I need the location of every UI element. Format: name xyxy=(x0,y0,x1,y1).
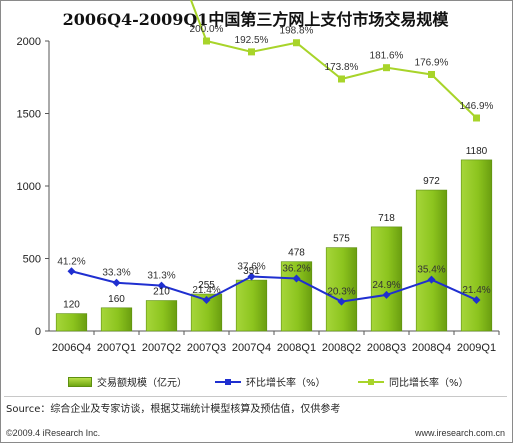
qoq-marker xyxy=(247,272,256,281)
bar-value-label: 478 xyxy=(288,248,305,259)
qoq-marker xyxy=(292,274,301,283)
x-tick-label: 2007Q4 xyxy=(232,342,271,354)
qoq-data-label: 33.3% xyxy=(102,268,130,279)
qoq-marker xyxy=(112,278,121,287)
y-tick-label: 2000 xyxy=(17,36,41,48)
qoq-data-label: 21.4% xyxy=(462,285,490,296)
bar-value-label: 255 xyxy=(198,280,215,291)
qoq-marker xyxy=(337,297,346,306)
legend-swatch-yoy xyxy=(358,377,384,387)
bar xyxy=(100,307,133,332)
yoy-marker xyxy=(338,75,345,83)
yoy-marker xyxy=(383,64,390,72)
bar-value-label: 351 xyxy=(243,266,260,277)
qoq-line xyxy=(71,270,477,303)
qoq-marker xyxy=(157,281,166,290)
yoy-data-label: 192.5% xyxy=(235,35,269,46)
qoq-marker xyxy=(427,275,436,284)
yoy-data-label: 176.9% xyxy=(415,57,449,68)
legend: 交易额规模（亿元） 环比增长率（%） 同比增长率（%） xyxy=(68,374,508,390)
yoy-data-label: 181.6% xyxy=(370,51,404,62)
bar xyxy=(370,226,403,332)
footer-divider xyxy=(4,396,507,397)
bar-value-label: 120 xyxy=(63,300,80,311)
x-tick-label: 2008Q2 xyxy=(322,342,361,354)
bar xyxy=(280,261,313,332)
legend-item-volume: 交易额规模（亿元） xyxy=(68,374,187,389)
bar-value-label: 575 xyxy=(333,234,350,245)
qoq-marker xyxy=(472,295,481,304)
qoq-data-label: 37.6% xyxy=(237,261,265,272)
yoy-marker xyxy=(473,114,480,122)
qoq-marker xyxy=(67,267,76,276)
legend-item-yoy: 同比增长率（%） xyxy=(358,374,469,389)
legend-swatch-bar xyxy=(68,376,92,387)
legend-swatch-qoq xyxy=(215,377,241,387)
qoq-marker xyxy=(382,290,391,299)
qoq-data-label: 41.2% xyxy=(57,256,85,267)
x-tick-label: 2007Q1 xyxy=(97,342,136,354)
qoq-data-label: 24.9% xyxy=(372,280,400,291)
yoy-data-label: 198.8% xyxy=(280,26,314,37)
x-tick-label: 2007Q3 xyxy=(187,342,226,354)
website: www.iresearch.com.cn xyxy=(414,428,505,438)
qoq-data-label: 36.2% xyxy=(282,264,310,275)
qoq-data-label: 35.4% xyxy=(417,265,445,276)
source-note: Source：综合企业及专家访谈，根据艾瑞统计模型核算及预估值，仅供参考 xyxy=(6,404,341,415)
bar-value-label: 210 xyxy=(153,287,170,298)
x-tick-label: 2009Q1 xyxy=(457,342,496,354)
x-tick-label: 2008Q1 xyxy=(277,342,316,354)
yoy-marker xyxy=(293,39,300,47)
qoq-data-label: 31.3% xyxy=(147,271,175,282)
legend-label-qoq: 环比增长率（%） xyxy=(246,378,326,389)
x-tick-label: 2006Q4 xyxy=(52,342,91,354)
yoy-line xyxy=(189,0,478,119)
bars xyxy=(55,159,493,332)
bar xyxy=(55,313,88,332)
bar xyxy=(235,279,268,332)
bar xyxy=(325,247,358,332)
yoy-marker xyxy=(248,48,255,56)
qoq-marker xyxy=(202,295,211,304)
bar-value-label: 160 xyxy=(108,294,125,305)
legend-label-yoy: 同比增长率（%） xyxy=(389,378,469,389)
y-tick-label: 0 xyxy=(35,326,41,338)
yoy-marker xyxy=(428,70,435,78)
x-tick-label: 2008Q4 xyxy=(412,342,451,354)
yoy-data-label: 146.9% xyxy=(460,101,494,112)
qoq-data-label: 20.3% xyxy=(327,287,355,298)
bar xyxy=(415,189,448,332)
x-tick-label: 2008Q3 xyxy=(367,342,406,354)
yoy-data-label: 200.0% xyxy=(190,24,224,35)
y-tick-label: 1500 xyxy=(17,109,41,121)
yoy-data-label: 173.8% xyxy=(325,62,359,73)
chart-title: 2006Q4-2009Q1中国第三方网上支付市场交易规模 xyxy=(62,10,449,29)
bar-value-label: 972 xyxy=(423,176,440,187)
qoq-data-label: 21.4% xyxy=(192,285,220,296)
bar xyxy=(460,159,493,332)
x-tick-label: 2007Q2 xyxy=(142,342,181,354)
bar-value-label: 718 xyxy=(378,213,395,224)
y-tick-label: 500 xyxy=(23,254,41,266)
bar-value-label: 1180 xyxy=(466,146,488,157)
legend-item-qoq: 环比增长率（%） xyxy=(215,374,326,389)
yoy-marker xyxy=(203,37,210,45)
labels: 1201602102553514785757189721180281.8%200… xyxy=(57,24,494,311)
y-tick-label: 1000 xyxy=(17,181,41,193)
axes: 0 500 1000 1500 2000 2006Q4 2007Q1 2007Q2 2007Q3… xyxy=(17,36,500,354)
copyright: ©2009.4 iResearch Inc. xyxy=(6,428,101,438)
bar xyxy=(145,300,178,332)
legend-label-volume: 交易额规模（亿元） xyxy=(97,378,187,389)
lines xyxy=(67,0,481,306)
